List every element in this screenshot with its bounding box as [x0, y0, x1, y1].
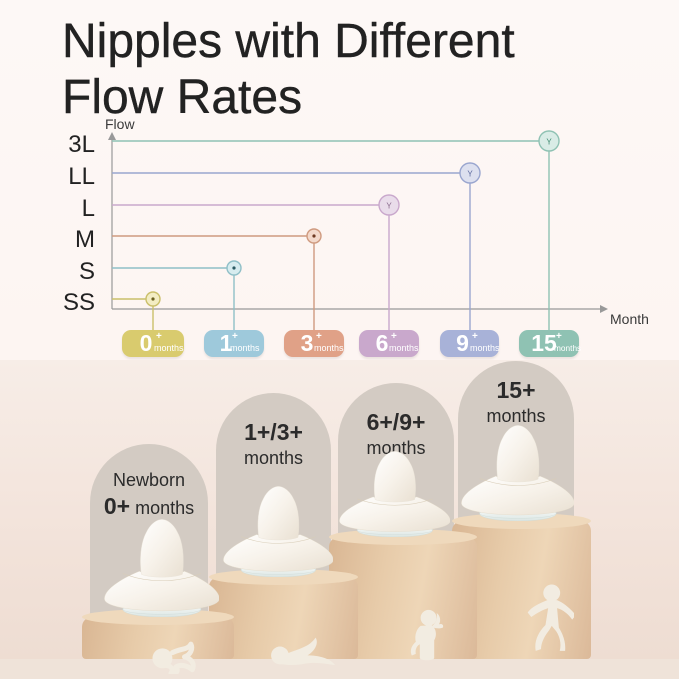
svg-text:Y: Y	[467, 170, 473, 179]
svg-text:Y: Y	[546, 138, 552, 147]
svg-text:Y: Y	[386, 202, 392, 211]
